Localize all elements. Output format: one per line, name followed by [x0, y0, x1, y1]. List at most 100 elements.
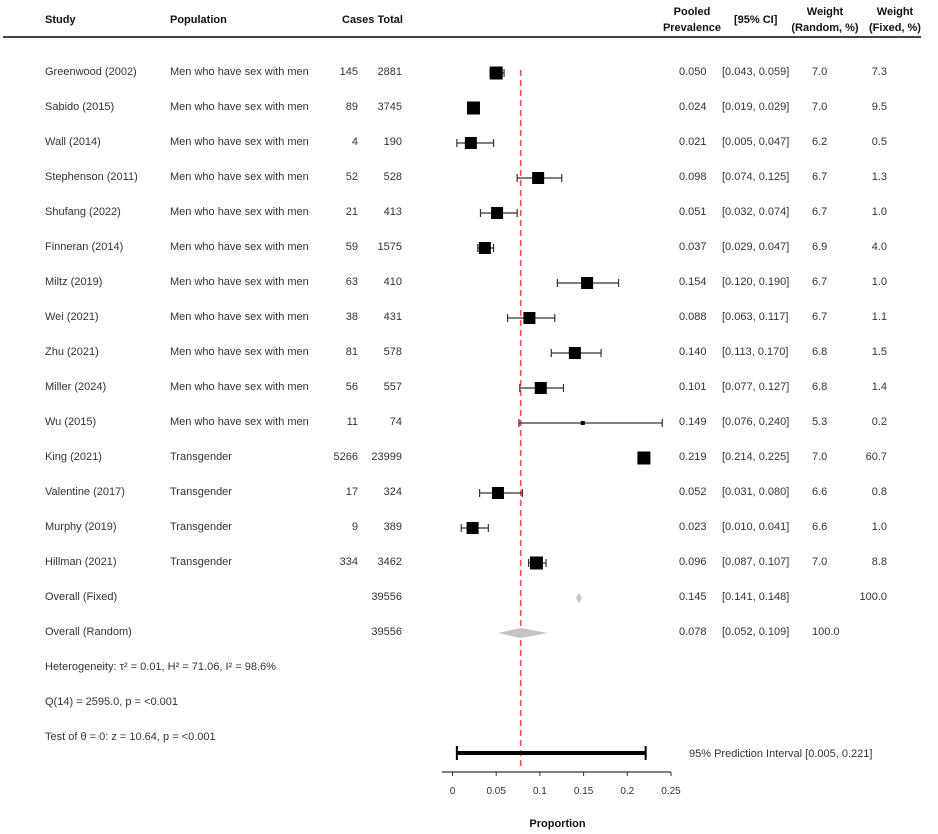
weight-random: 7.0 [812, 66, 828, 78]
cases-count: 17 [345, 486, 358, 498]
cases-count: 11 [346, 416, 358, 428]
weight-random: 6.8 [812, 381, 828, 393]
confidence-interval: [0.043, 0.059] [722, 66, 790, 78]
population: Men who have sex with men [170, 346, 309, 358]
confidence-interval: [0.029, 0.047] [722, 241, 790, 253]
theta-test-stat: Test of θ = 0: z = 10.64, p = <0.001 [45, 731, 216, 743]
weight-random: 7.0 [812, 101, 828, 113]
weight-random: 6.7 [812, 276, 828, 288]
weight-random: 5.3 [812, 416, 828, 428]
weight-fixed: 1.0 [871, 276, 887, 288]
study-marker [489, 66, 503, 80]
header-weight-fixed-line1: Weight [876, 6, 914, 18]
weight-fixed: 4.0 [871, 241, 887, 253]
pooled-prevalence: 0.140 [679, 346, 707, 358]
study-name: Sabido (2015) [45, 101, 115, 113]
study-name: Valentine (2017) [45, 486, 125, 498]
confidence-interval: [0.010, 0.041] [722, 521, 790, 533]
study-marker [466, 522, 479, 534]
total-count: 3745 [377, 101, 402, 113]
pooled-prevalence: 0.024 [679, 101, 707, 113]
summary-diamond-fixed [575, 593, 582, 603]
total-count: 2881 [377, 66, 402, 78]
confidence-interval: [0.113, 0.170] [722, 346, 789, 358]
total-count: 39556 [371, 626, 402, 638]
pooled-prevalence: 0.023 [679, 521, 707, 533]
study-marker [523, 312, 536, 324]
study-name: Murphy (2019) [45, 521, 117, 533]
population: Transgender [170, 556, 232, 568]
study-marker [491, 487, 504, 499]
study-name: Wu (2015) [45, 416, 97, 428]
confidence-interval: [0.052, 0.109] [722, 626, 790, 638]
study-marker [491, 207, 504, 219]
cases-count: 21 [345, 206, 358, 218]
weight-random: 7.0 [812, 556, 828, 568]
confidence-interval: [0.076, 0.240] [722, 416, 790, 428]
study-marker [464, 137, 477, 149]
q-test-stat: Q(14) = 2595.0, p = <0.001 [45, 696, 179, 708]
weight-fixed: 1.0 [871, 521, 887, 533]
total-count: 1575 [377, 241, 402, 253]
weight-fixed: 1.0 [871, 206, 887, 218]
x-tick-label: 0.2 [620, 786, 634, 797]
population: Transgender [170, 486, 232, 498]
study-marker [581, 277, 594, 289]
weight-random: 6.9 [812, 241, 828, 253]
population: Men who have sex with men [170, 416, 309, 428]
confidence-interval: [0.074, 0.125] [722, 171, 790, 183]
study-marker [534, 382, 547, 394]
cases-count: 89 [345, 101, 358, 113]
header-study: Study [45, 14, 76, 26]
study-name: Wei (2021) [45, 311, 99, 323]
weight-random: 6.7 [812, 171, 828, 183]
total-count: 528 [383, 171, 402, 183]
study-name: King (2021) [45, 451, 102, 463]
pooled-prevalence: 0.145 [679, 591, 707, 603]
total-count: 413 [383, 206, 402, 218]
population: Men who have sex with men [170, 136, 309, 148]
x-tick-label: 0.05 [486, 786, 506, 797]
confidence-interval: [0.063, 0.117] [722, 311, 789, 323]
population: Men who have sex with men [170, 311, 309, 323]
study-name: Finneran (2014) [45, 241, 124, 253]
study-name: Wall (2014) [45, 136, 101, 148]
weight-fixed: 0.8 [871, 486, 887, 498]
weight-fixed: 100.0 [859, 591, 887, 603]
confidence-interval: [0.214, 0.225] [722, 451, 790, 463]
x-tick-label: 0.25 [661, 786, 681, 797]
study-marker [580, 421, 585, 425]
study-marker [466, 101, 480, 115]
cases-count: 56 [345, 381, 358, 393]
weight-fixed: 1.4 [871, 381, 887, 393]
study-marker [529, 556, 543, 570]
total-count: 324 [383, 486, 402, 498]
x-tick-label: 0 [450, 786, 456, 797]
total-count: 557 [383, 381, 402, 393]
header-weight-fixed-line2: (Fixed, %) [869, 22, 921, 34]
confidence-interval: [0.077, 0.127] [722, 381, 790, 393]
study-name: Miltz (2019) [45, 276, 103, 288]
study-marker [532, 172, 545, 184]
weight-random: 6.2 [812, 136, 828, 148]
cases-count: 4 [351, 136, 358, 148]
weight-random: 6.6 [812, 486, 828, 498]
study-marker [478, 242, 491, 254]
cases-count: 5266 [333, 451, 358, 463]
header-prevalence-line2: Prevalence [662, 22, 722, 34]
pooled-prevalence: 0.052 [679, 486, 707, 498]
pooled-prevalence: 0.051 [679, 206, 707, 218]
header-cases-total: Cases Total [342, 14, 403, 26]
study-name: Miller (2024) [45, 381, 107, 393]
total-count: 578 [383, 346, 402, 358]
study-name: Shufang (2022) [45, 206, 121, 218]
total-count: 410 [383, 276, 402, 288]
summary-diamond-random [497, 628, 548, 638]
pooled-prevalence: 0.154 [679, 276, 707, 288]
cases-count: 9 [351, 521, 358, 533]
weight-fixed: 7.3 [871, 66, 887, 78]
total-count: 23999 [371, 451, 402, 463]
population: Men who have sex with men [170, 171, 309, 183]
population: Men who have sex with men [170, 241, 309, 253]
